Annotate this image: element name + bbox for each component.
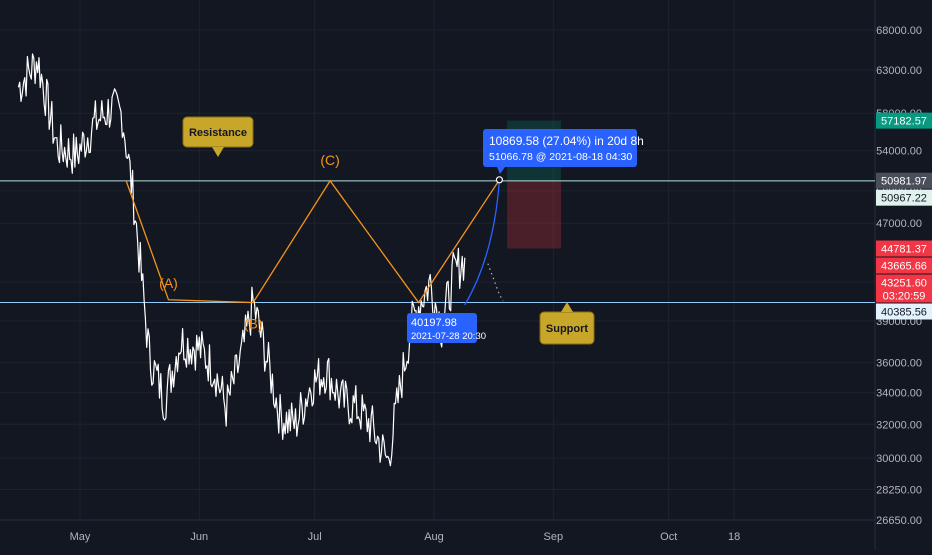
entry-tag: 50981.97 [876, 172, 932, 189]
low-box [407, 313, 477, 343]
stop2-tag-bg [876, 257, 932, 274]
x-tick-label: Sep [543, 531, 563, 543]
support-tag: 40385.56 [876, 303, 932, 320]
stop2-tag: 43665.66 [876, 257, 932, 274]
x-tick-label: 18 [728, 531, 740, 543]
support-callout: Support [539, 302, 595, 345]
support-callout-text: Support [546, 323, 588, 335]
stop-tag: 44781.37 [876, 240, 932, 257]
y-tick-label: 32000.00 [876, 419, 922, 431]
y-tick-label: 28250.00 [876, 485, 922, 497]
current-price-tag-bg [876, 274, 932, 303]
measure-line1: 10869.58 (27.04%) in 20d 8h [489, 134, 644, 148]
pattern-label: (C) [320, 152, 339, 168]
y-tick-label: 34000.00 [876, 388, 922, 400]
entry-tag-bg [876, 172, 932, 189]
resistance-callout: Resistance [182, 116, 254, 157]
x-tick-label: May [70, 531, 91, 543]
projection-curve [464, 179, 501, 306]
y-tick-label: 54000.00 [876, 146, 922, 158]
measure-box [483, 129, 637, 167]
pattern-line [125, 179, 500, 304]
support-tag-bg [876, 303, 932, 320]
measure-label: 10869.58 (27.04%) in 20d 8h 51066.78 @ 20… [483, 129, 644, 174]
y-tick-label: 63000.00 [876, 65, 922, 77]
stop2-tag-value: 43665.66 [881, 261, 927, 273]
x-tick-label: Oct [660, 531, 677, 543]
price-line [17, 53, 466, 467]
x-tick-label: Jun [190, 531, 208, 543]
measure-line2: 51066.78 @ 2021-08-18 04:30 [489, 151, 632, 163]
resistance-tag: 50967.22 [876, 189, 932, 206]
measure-pointer [497, 167, 505, 174]
current-price-tag-value: 43251.60 [881, 278, 927, 290]
x-tick-label: Jul [308, 531, 322, 543]
low-line1: 40197.98 [411, 317, 457, 329]
y-tick-label: 26650.00 [876, 515, 922, 527]
current-price-tag-sub: 03:20:59 [883, 291, 926, 303]
target-tag-bg [876, 112, 932, 129]
y-tick-label: 36000.00 [876, 358, 922, 370]
y-tick-label: 30000.00 [876, 453, 922, 465]
resistance-tag-bg [876, 189, 932, 206]
target-tag-value: 57182.57 [881, 116, 927, 128]
grid [0, 0, 875, 521]
resistance-tag-value: 50967.22 [881, 193, 927, 205]
x-tick-label: Aug [424, 531, 444, 543]
resistance-callout-text: Resistance [189, 127, 247, 139]
resistance-callout-pointer [212, 147, 224, 157]
stop-tag-bg [876, 240, 932, 257]
y-tick-label: 47000.00 [876, 218, 922, 230]
projection-endpoint [495, 176, 504, 184]
y-tick-label: 68000.00 [876, 25, 922, 37]
stop-zone [507, 180, 561, 249]
entry-tag-value: 50981.97 [881, 176, 927, 188]
low-label: 40197.98 2021-07-28 20:30 [407, 313, 486, 343]
pattern-label: (A) [159, 275, 178, 291]
pattern-label: (B) [244, 316, 263, 332]
low-line2: 2021-07-28 20:30 [411, 331, 486, 342]
dotted-forecast [487, 263, 504, 302]
support-tag-value: 40385.56 [881, 307, 927, 319]
target-tag: 57182.57 [876, 112, 932, 129]
support-callout-pointer [561, 302, 573, 312]
stop-tag-value: 44781.37 [881, 244, 927, 256]
